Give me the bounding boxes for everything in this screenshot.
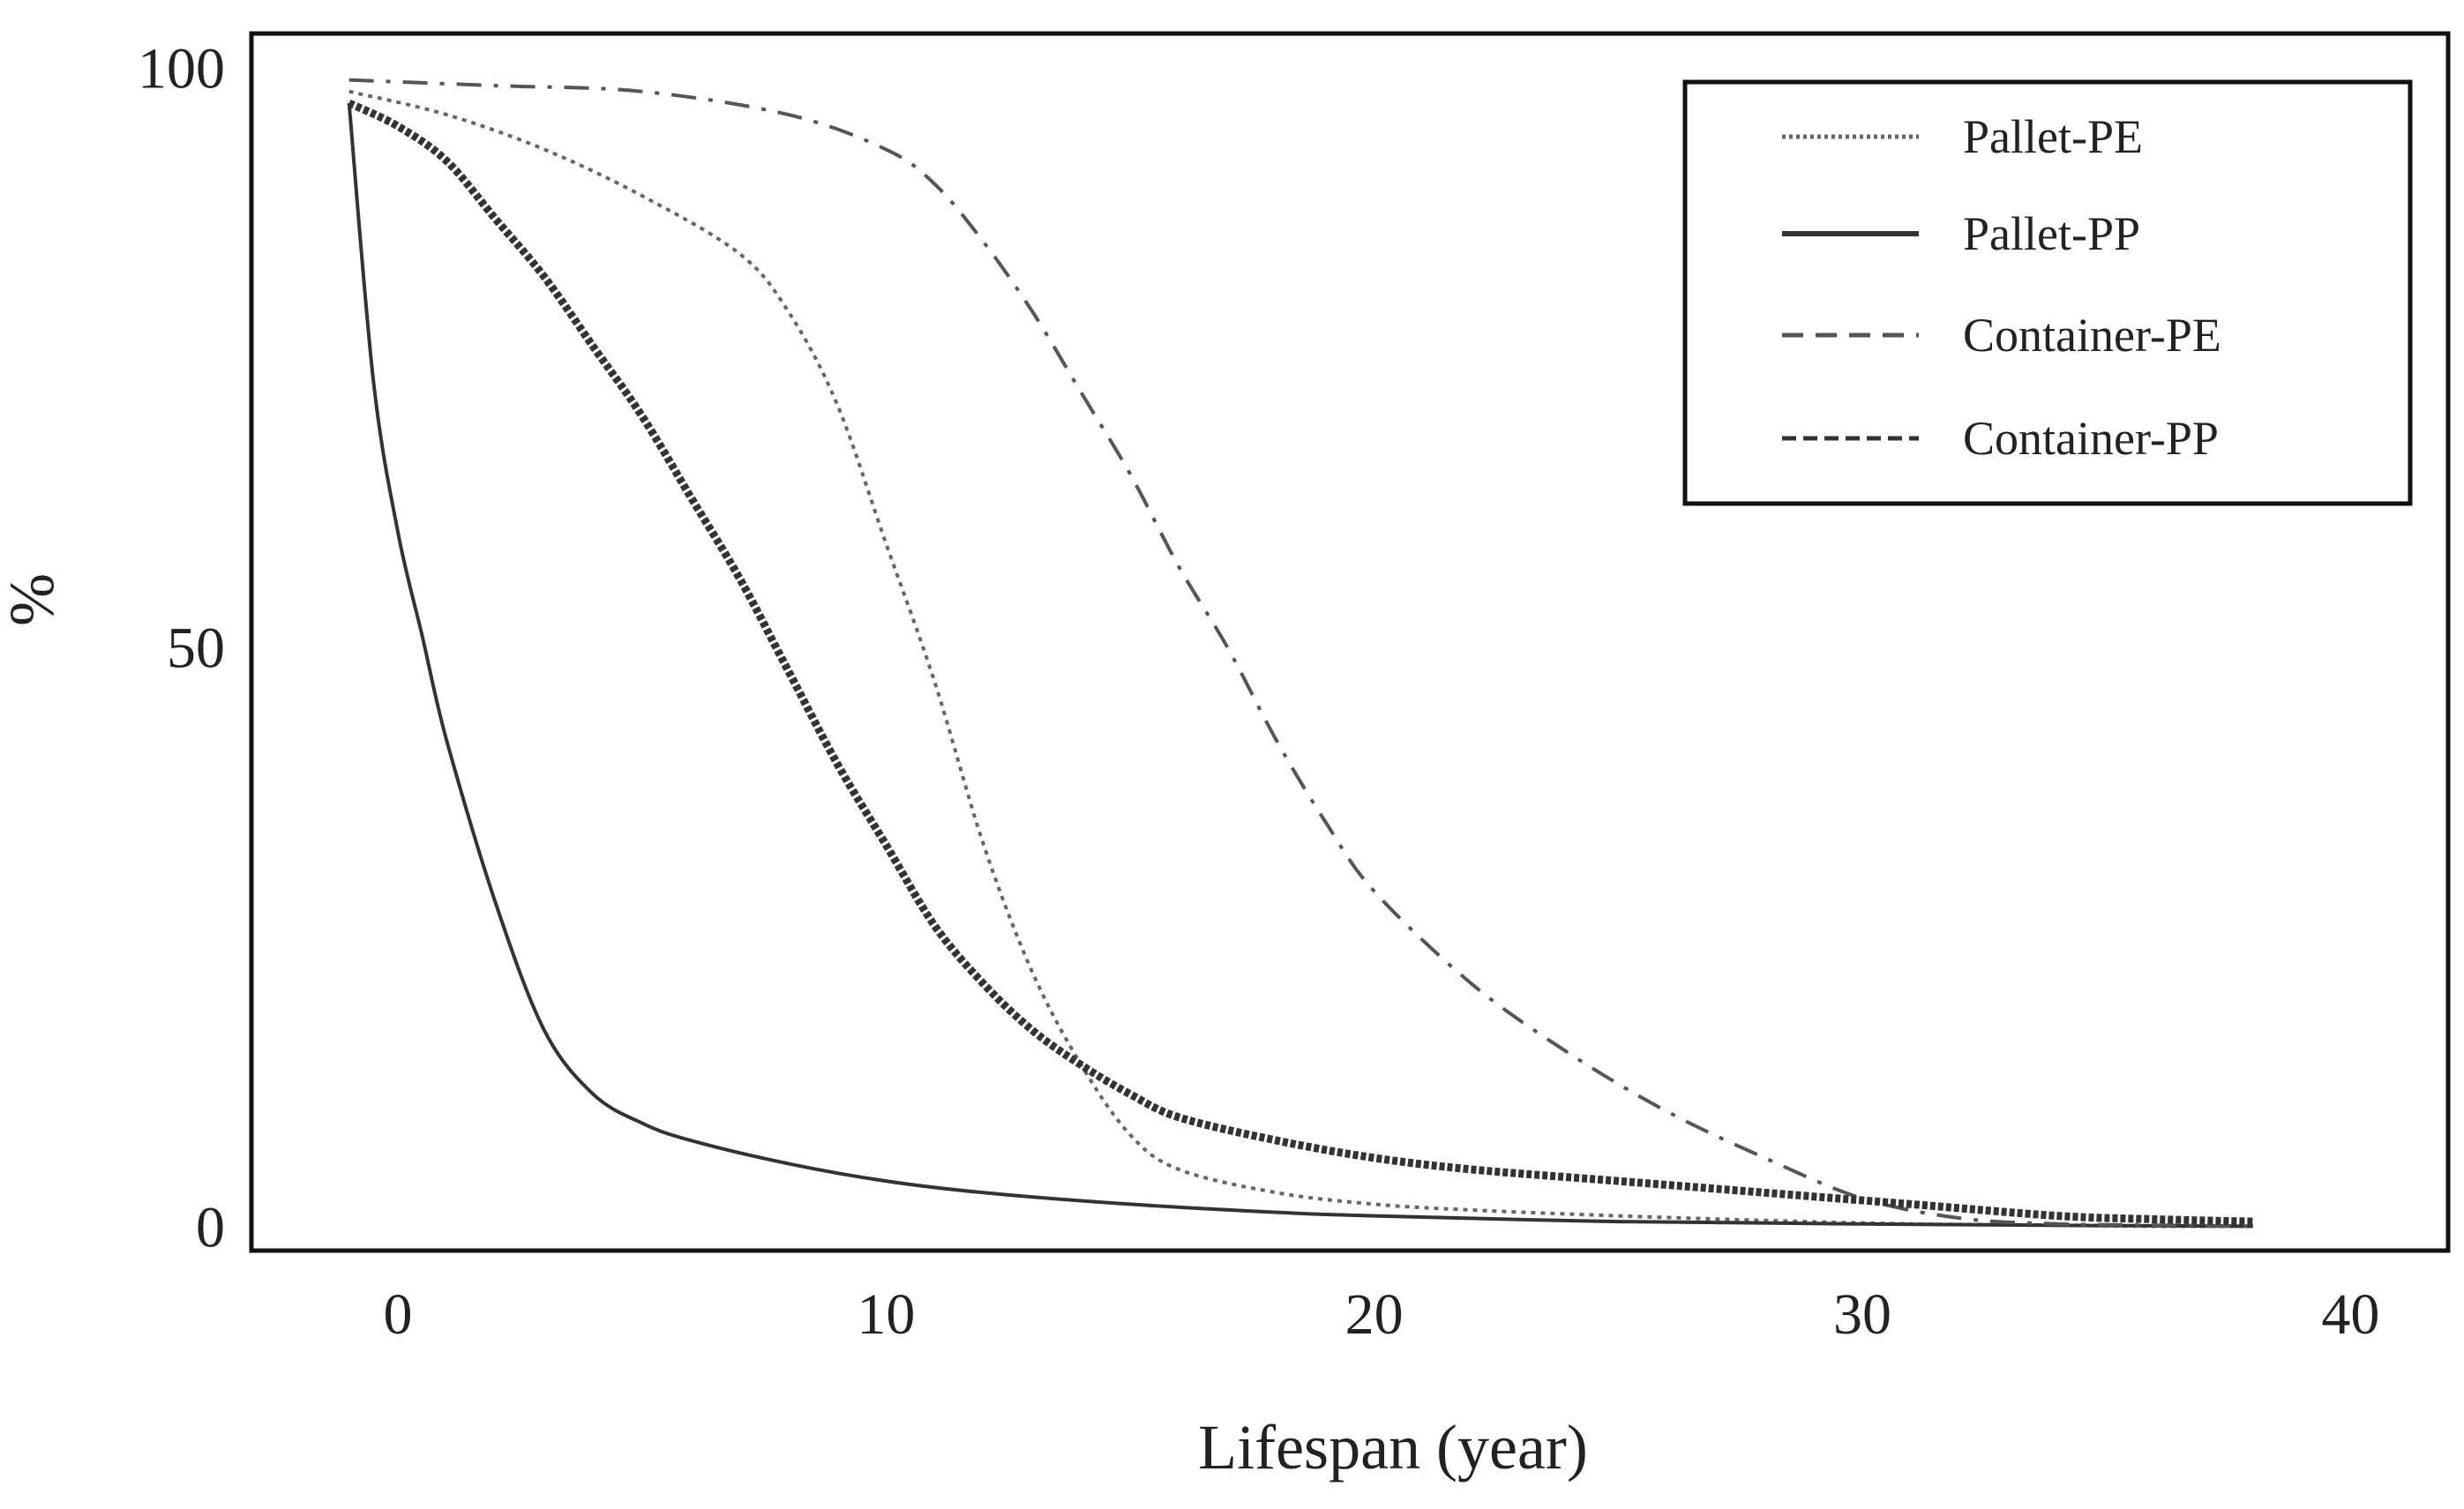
legend-items: Pallet-PE Pallet-PP Container-PE Container-… bbox=[1782, 110, 2221, 465]
x-axis-ticks: 0 10 20 30 40 bbox=[384, 1282, 2380, 1347]
y-tick-label: 100 bbox=[138, 36, 225, 101]
y-tick-label: 50 bbox=[167, 616, 225, 681]
x-tick-label: 0 bbox=[384, 1282, 413, 1347]
series-line-pallet-pp bbox=[347, 102, 2253, 1229]
series-line-container-pp bbox=[347, 99, 2253, 1226]
legend-label-pallet-pe: Pallet-PE bbox=[1963, 110, 2143, 163]
x-tick-label: 30 bbox=[1833, 1282, 1891, 1347]
x-tick-label: 40 bbox=[2321, 1282, 2379, 1347]
plot-area-frame bbox=[249, 31, 2451, 1253]
x-tick-label: 10 bbox=[857, 1282, 915, 1347]
y-axis-title: % bbox=[0, 573, 67, 626]
series-layer bbox=[347, 78, 2253, 1229]
y-tick-label: 0 bbox=[196, 1196, 225, 1260]
x-axis-title: Lifespan (year) bbox=[1198, 1412, 1588, 1483]
legend-label-pallet-pp: Pallet-PP bbox=[1963, 207, 2140, 260]
x-tick-label: 20 bbox=[1345, 1282, 1404, 1347]
legend-label-container-pp: Container-PP bbox=[1963, 412, 2219, 465]
legend: Pallet-PE Pallet-PP Container-PE Container-… bbox=[1682, 79, 2413, 506]
legend-label-container-pe: Container-PE bbox=[1963, 309, 2221, 362]
legend-box bbox=[1682, 79, 2413, 506]
y-axis-ticks: 0 50 100 bbox=[138, 36, 225, 1259]
series-line-pallet-pe bbox=[348, 89, 2253, 1229]
series-line-container-pe bbox=[348, 78, 2253, 1229]
